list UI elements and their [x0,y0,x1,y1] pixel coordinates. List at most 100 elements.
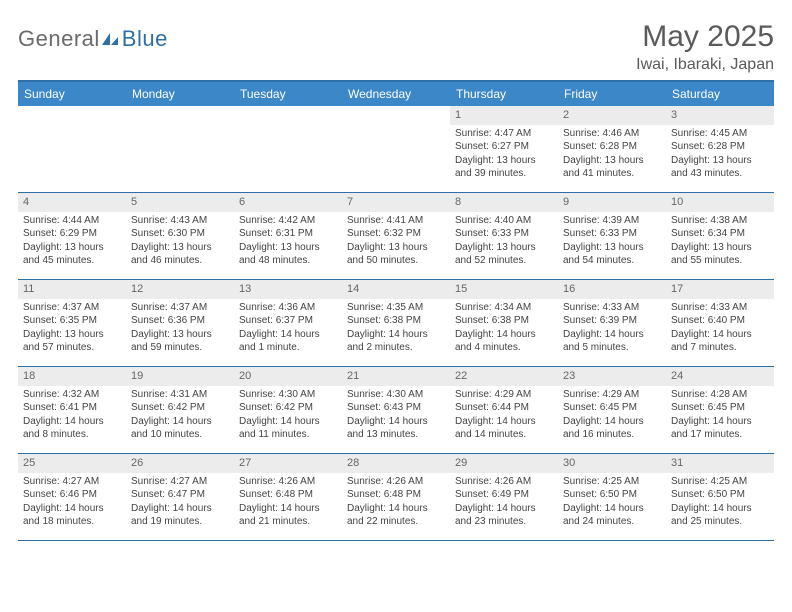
sunrise-text: Sunrise: 4:31 AM [131,388,229,402]
sunset-text: Sunset: 6:45 PM [671,401,769,415]
sunset-text: Sunset: 6:28 PM [671,140,769,154]
day-number [234,106,342,125]
sunrise-text: Sunrise: 4:43 AM [131,214,229,228]
day-cell: 23Sunrise: 4:29 AMSunset: 6:45 PMDayligh… [558,367,666,453]
weekday-saturday: Saturday [666,82,774,106]
sunset-text: Sunset: 6:44 PM [455,401,553,415]
sunrise-text: Sunrise: 4:42 AM [239,214,337,228]
logo-sail-icon [100,31,120,47]
sunrise-text: Sunrise: 4:30 AM [347,388,445,402]
day-details: Sunrise: 4:33 AMSunset: 6:39 PMDaylight:… [558,299,666,359]
sunset-text: Sunset: 6:40 PM [671,314,769,328]
day-cell: 9Sunrise: 4:39 AMSunset: 6:33 PMDaylight… [558,193,666,279]
day-cell: 15Sunrise: 4:34 AMSunset: 6:38 PMDayligh… [450,280,558,366]
sunrise-text: Sunrise: 4:38 AM [671,214,769,228]
daylight-line1: Daylight: 14 hours [455,502,553,516]
sunrise-text: Sunrise: 4:30 AM [239,388,337,402]
day-cell: 11Sunrise: 4:37 AMSunset: 6:35 PMDayligh… [18,280,126,366]
day-cell: 7Sunrise: 4:41 AMSunset: 6:32 PMDaylight… [342,193,450,279]
daylight-line2: and 57 minutes. [23,341,121,355]
sunset-text: Sunset: 6:38 PM [455,314,553,328]
daylight-line1: Daylight: 14 hours [455,328,553,342]
sunset-text: Sunset: 6:47 PM [131,488,229,502]
daylight-line2: and 25 minutes. [671,515,769,529]
daylight-line1: Daylight: 13 hours [131,241,229,255]
day-number: 9 [558,193,666,212]
day-cell: 22Sunrise: 4:29 AMSunset: 6:44 PMDayligh… [450,367,558,453]
day-cell: 12Sunrise: 4:37 AMSunset: 6:36 PMDayligh… [126,280,234,366]
sunset-text: Sunset: 6:50 PM [671,488,769,502]
day-cell: 16Sunrise: 4:33 AMSunset: 6:39 PMDayligh… [558,280,666,366]
daylight-line2: and 8 minutes. [23,428,121,442]
day-details: Sunrise: 4:30 AMSunset: 6:42 PMDaylight:… [234,386,342,446]
day-details: Sunrise: 4:25 AMSunset: 6:50 PMDaylight:… [558,473,666,533]
month-title: May 2025 [636,20,774,54]
sunrise-text: Sunrise: 4:26 AM [455,475,553,489]
day-details: Sunrise: 4:46 AMSunset: 6:28 PMDaylight:… [558,125,666,185]
weekday-wednesday: Wednesday [342,82,450,106]
day-number: 5 [126,193,234,212]
sunrise-text: Sunrise: 4:27 AM [23,475,121,489]
day-number: 25 [18,454,126,473]
daylight-line1: Daylight: 14 hours [347,328,445,342]
day-cell: 30Sunrise: 4:25 AMSunset: 6:50 PMDayligh… [558,454,666,540]
day-number: 8 [450,193,558,212]
daylight-line1: Daylight: 14 hours [455,415,553,429]
sunset-text: Sunset: 6:42 PM [131,401,229,415]
sunrise-text: Sunrise: 4:41 AM [347,214,445,228]
sunset-text: Sunset: 6:36 PM [131,314,229,328]
daylight-line1: Daylight: 14 hours [131,502,229,516]
day-number: 18 [18,367,126,386]
day-cell: 25Sunrise: 4:27 AMSunset: 6:46 PMDayligh… [18,454,126,540]
daylight-line2: and 50 minutes. [347,254,445,268]
day-number: 20 [234,367,342,386]
week-row: 25Sunrise: 4:27 AMSunset: 6:46 PMDayligh… [18,454,774,541]
day-details: Sunrise: 4:35 AMSunset: 6:38 PMDaylight:… [342,299,450,359]
daylight-line2: and 23 minutes. [455,515,553,529]
day-number: 19 [126,367,234,386]
sunset-text: Sunset: 6:34 PM [671,227,769,241]
daylight-line2: and 4 minutes. [455,341,553,355]
daylight-line2: and 52 minutes. [455,254,553,268]
day-cell: 2Sunrise: 4:46 AMSunset: 6:28 PMDaylight… [558,106,666,192]
daylight-line1: Daylight: 13 hours [131,328,229,342]
day-cell: 20Sunrise: 4:30 AMSunset: 6:42 PMDayligh… [234,367,342,453]
day-number [342,106,450,125]
day-cell: 4Sunrise: 4:44 AMSunset: 6:29 PMDaylight… [18,193,126,279]
daylight-line1: Daylight: 13 hours [239,241,337,255]
day-details: Sunrise: 4:26 AMSunset: 6:48 PMDaylight:… [342,473,450,533]
daylight-line1: Daylight: 14 hours [563,415,661,429]
sunset-text: Sunset: 6:48 PM [347,488,445,502]
day-number: 28 [342,454,450,473]
day-details: Sunrise: 4:44 AMSunset: 6:29 PMDaylight:… [18,212,126,272]
logo-text-1: General [18,26,100,52]
logo-text-2: Blue [122,26,168,52]
day-details: Sunrise: 4:36 AMSunset: 6:37 PMDaylight:… [234,299,342,359]
daylight-line1: Daylight: 14 hours [239,415,337,429]
day-number: 26 [126,454,234,473]
sunset-text: Sunset: 6:31 PM [239,227,337,241]
sunrise-text: Sunrise: 4:29 AM [455,388,553,402]
sunset-text: Sunset: 6:28 PM [563,140,661,154]
daylight-line1: Daylight: 13 hours [455,154,553,168]
sunrise-text: Sunrise: 4:36 AM [239,301,337,315]
daylight-line1: Daylight: 13 hours [23,241,121,255]
sunset-text: Sunset: 6:37 PM [239,314,337,328]
sunrise-text: Sunrise: 4:44 AM [23,214,121,228]
day-cell-empty [342,106,450,192]
title-block: May 2025 Iwai, Ibaraki, Japan [636,20,774,74]
day-cell: 28Sunrise: 4:26 AMSunset: 6:48 PMDayligh… [342,454,450,540]
weeks-container: 1Sunrise: 4:47 AMSunset: 6:27 PMDaylight… [18,106,774,541]
daylight-line1: Daylight: 13 hours [671,154,769,168]
day-number: 29 [450,454,558,473]
sunset-text: Sunset: 6:39 PM [563,314,661,328]
sunrise-text: Sunrise: 4:45 AM [671,127,769,141]
daylight-line1: Daylight: 14 hours [671,502,769,516]
day-details: Sunrise: 4:32 AMSunset: 6:41 PMDaylight:… [18,386,126,446]
day-details: Sunrise: 4:26 AMSunset: 6:49 PMDaylight:… [450,473,558,533]
day-cell: 21Sunrise: 4:30 AMSunset: 6:43 PMDayligh… [342,367,450,453]
day-number: 30 [558,454,666,473]
day-number: 10 [666,193,774,212]
daylight-line2: and 45 minutes. [23,254,121,268]
daylight-line1: Daylight: 14 hours [671,415,769,429]
